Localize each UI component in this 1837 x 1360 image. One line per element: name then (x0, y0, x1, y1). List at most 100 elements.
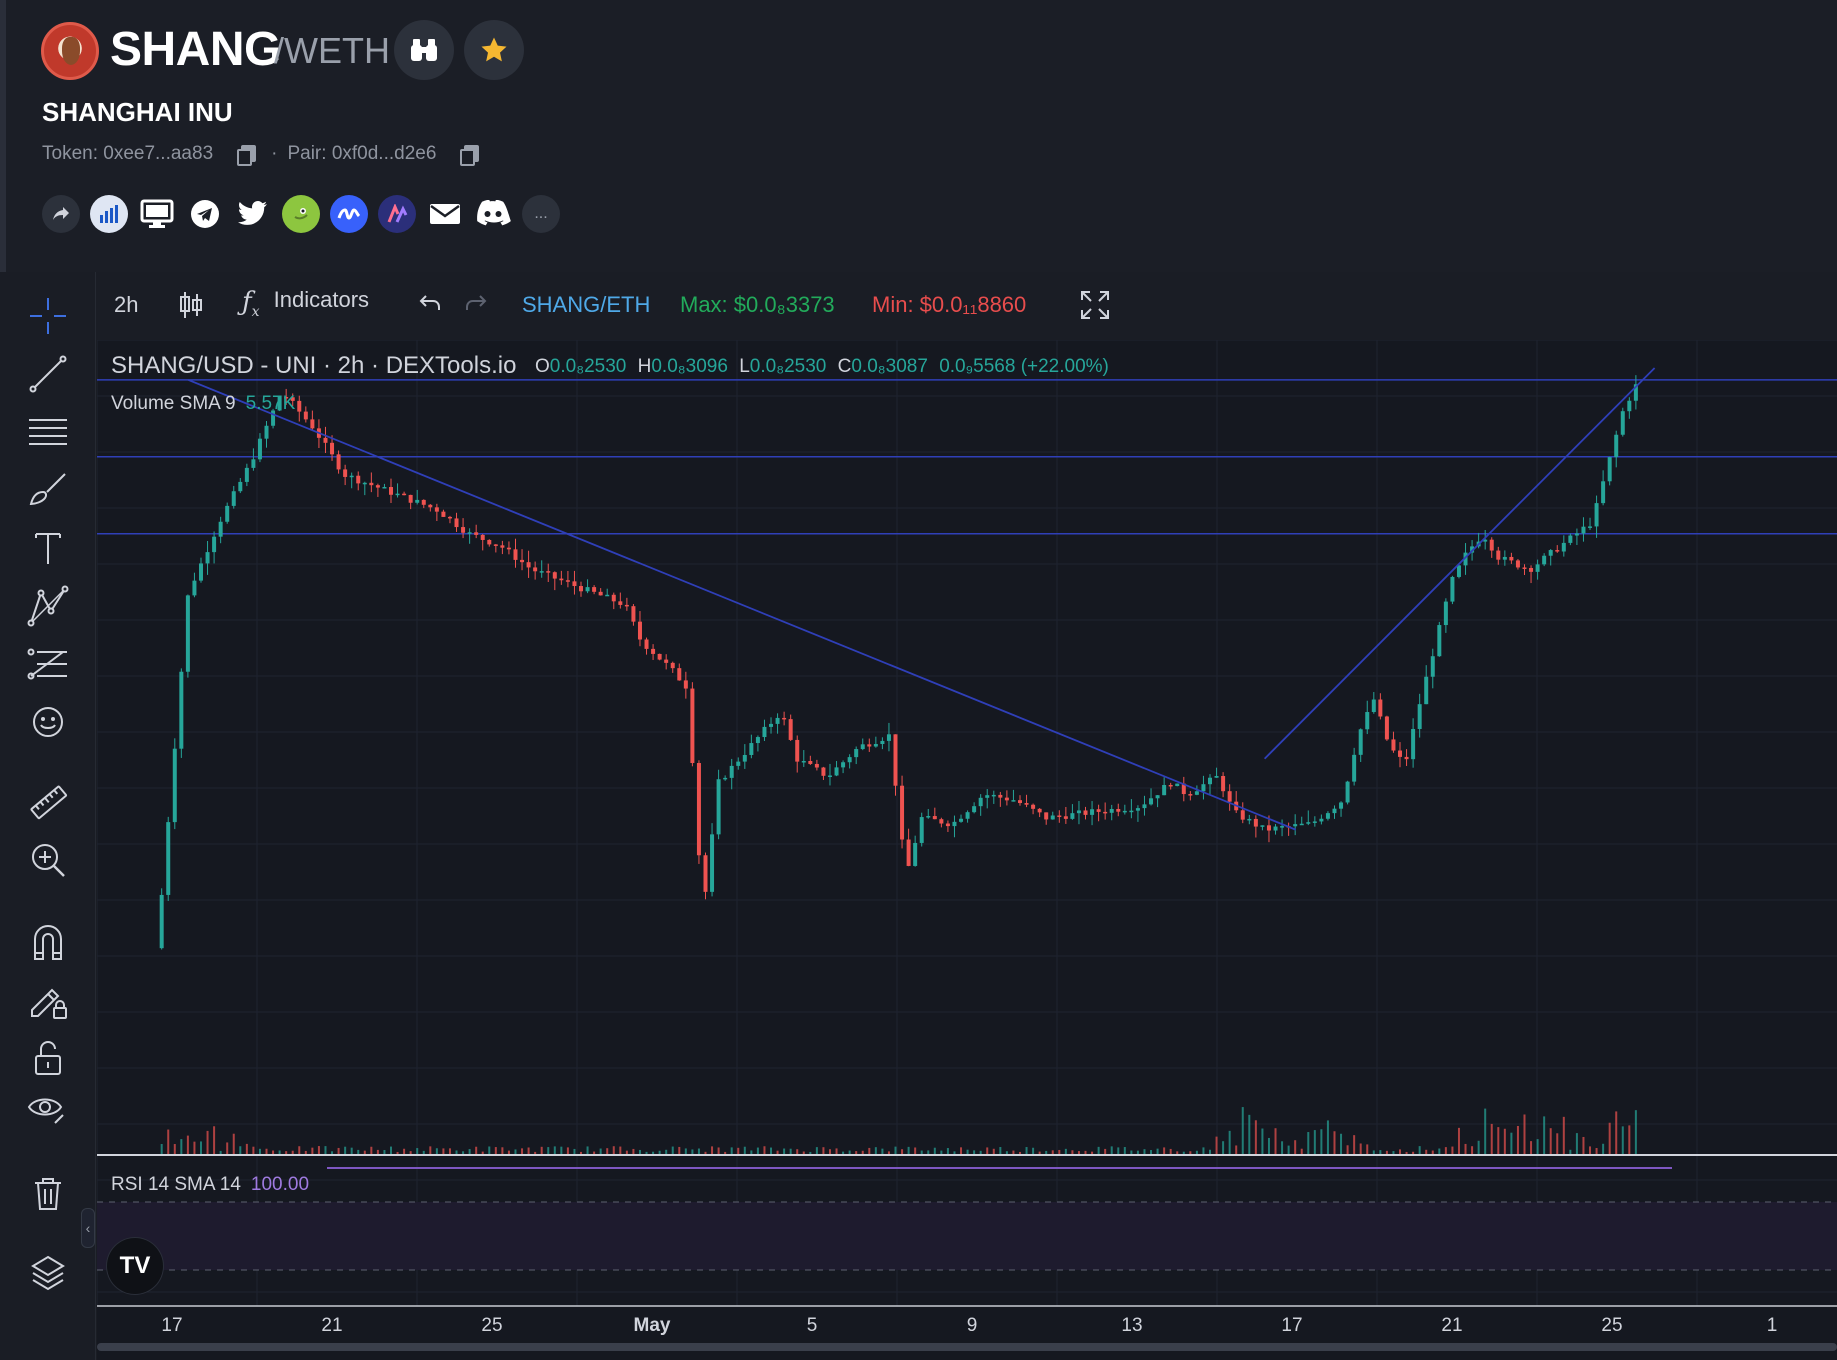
email-icon[interactable] (426, 195, 464, 233)
time-scrollbar[interactable] (97, 1343, 1837, 1351)
volume-bar (1025, 1147, 1028, 1154)
horizontal-lines-tool[interactable] (24, 410, 72, 454)
candle-body (1430, 656, 1435, 677)
measure-tool[interactable] (24, 782, 72, 826)
candle-body (421, 499, 426, 505)
volume-bar (278, 1150, 281, 1154)
text-tool[interactable] (24, 526, 72, 570)
candle-body (834, 767, 839, 776)
volume-bar (1320, 1129, 1323, 1154)
interval-selector[interactable]: 2h (114, 292, 139, 317)
copy-pair-icon[interactable] (460, 145, 480, 166)
candle-body (1515, 560, 1520, 568)
lock-all-tool[interactable] (24, 1036, 72, 1080)
volume-bar (1071, 1150, 1074, 1154)
delete-drawings-tool[interactable] (24, 1172, 72, 1216)
min-price: Min: $0.0₁₁8860 (872, 292, 1027, 317)
candle-body (205, 552, 210, 564)
token-symbol: SHANG (110, 23, 281, 76)
binoculars-button[interactable] (394, 20, 454, 80)
fib-tool[interactable] (24, 642, 72, 686)
indicators-button[interactable]: ƒx Indicators (242, 287, 369, 320)
redo-icon (466, 295, 487, 310)
tradingview-logo[interactable]: TV (107, 1238, 163, 1294)
candle-body (402, 493, 407, 496)
coingecko-icon[interactable] (282, 195, 320, 233)
volume-bar (1471, 1146, 1474, 1154)
volume-bar (186, 1135, 189, 1154)
volume-bar (678, 1146, 681, 1154)
candle-body (310, 419, 315, 429)
volume-bar (468, 1149, 471, 1154)
telegram-icon[interactable] (186, 195, 224, 233)
volume-bar (1510, 1132, 1513, 1154)
candle-body (172, 748, 177, 823)
pair-switch-link[interactable]: SHANG/ETH (522, 292, 651, 317)
hide-drawings-tool[interactable] (24, 1088, 72, 1132)
fullscreen-button[interactable] (1080, 290, 1110, 326)
candle-body (1588, 526, 1593, 528)
x-axis-label: 17 (161, 1315, 182, 1336)
volume-bar (258, 1148, 261, 1154)
candle-body (926, 816, 931, 818)
candle-body (913, 842, 918, 866)
brush-tool[interactable] (24, 468, 72, 512)
candle-body (1280, 826, 1285, 828)
twitter-icon[interactable] (234, 195, 272, 233)
candle-body (1437, 625, 1442, 657)
crosshair-tool[interactable] (24, 294, 72, 338)
magnet-tool[interactable] (24, 920, 72, 964)
volume-bar (206, 1130, 209, 1154)
volume-bar (1379, 1150, 1382, 1154)
volume-bar (331, 1151, 334, 1154)
volume-bar (173, 1144, 176, 1154)
share-icon[interactable] (42, 195, 80, 233)
volume-bar (1516, 1125, 1519, 1154)
candle-body (1266, 825, 1271, 831)
trend-line-tool[interactable] (24, 352, 72, 396)
volume-bar (1182, 1151, 1185, 1154)
zoom-in-tool[interactable] (24, 838, 72, 882)
volume-bar (632, 1148, 635, 1154)
dextools-chart-icon[interactable] (90, 195, 128, 233)
object-tree-tool[interactable] (24, 1250, 72, 1294)
candle-body (1057, 815, 1062, 817)
candle-body (847, 757, 852, 763)
volume-bar (560, 1146, 563, 1154)
candle-type-button[interactable] (178, 290, 204, 326)
volume-bar (658, 1150, 661, 1154)
volume-bar (580, 1151, 583, 1154)
collapse-toolbar-handle[interactable]: ‹ (81, 1208, 95, 1248)
discord-icon[interactable] (474, 195, 512, 233)
candle-body (618, 601, 623, 605)
candle-body (1463, 552, 1468, 566)
more-icon[interactable]: ... (522, 195, 560, 233)
emoji-tool[interactable] (24, 700, 72, 744)
chart-canvas[interactable]: 17 21 25 May 5 9 13 17 21 25 1 (97, 340, 1837, 1360)
volume-bar (842, 1151, 845, 1154)
volume-bar (625, 1150, 628, 1154)
candle-body (939, 819, 944, 824)
copy-token-icon[interactable] (237, 145, 257, 166)
volume-bar (1300, 1148, 1303, 1154)
volume-bar (783, 1148, 786, 1154)
candle-body (506, 547, 511, 550)
lock-drawing-tool[interactable] (24, 978, 72, 1022)
chart-toolbar: 2h ƒx Indicators SHANG/ETH Max: $0.0₈337… (0, 272, 1837, 340)
price-chart[interactable]: 17 21 25 May 5 9 13 17 21 25 1 SHANG/USD - UNI · 2… (81, 340, 1837, 1360)
volume-bar (619, 1146, 622, 1154)
arbitrum-icon[interactable] (378, 195, 416, 233)
candle-body (330, 442, 335, 455)
website-icon[interactable] (138, 195, 176, 233)
coinmarketcap-icon[interactable] (330, 195, 368, 233)
favorite-button[interactable] (464, 20, 524, 80)
redo-button[interactable] (464, 292, 488, 320)
pattern-tool[interactable] (24, 584, 72, 628)
candle-body (1496, 550, 1501, 560)
volume-bar (1549, 1128, 1552, 1154)
candle-body (978, 797, 983, 807)
undo-button[interactable] (418, 292, 442, 320)
volume-bar (1235, 1145, 1238, 1154)
volume-bar (403, 1148, 406, 1154)
volume-bar (435, 1148, 438, 1154)
